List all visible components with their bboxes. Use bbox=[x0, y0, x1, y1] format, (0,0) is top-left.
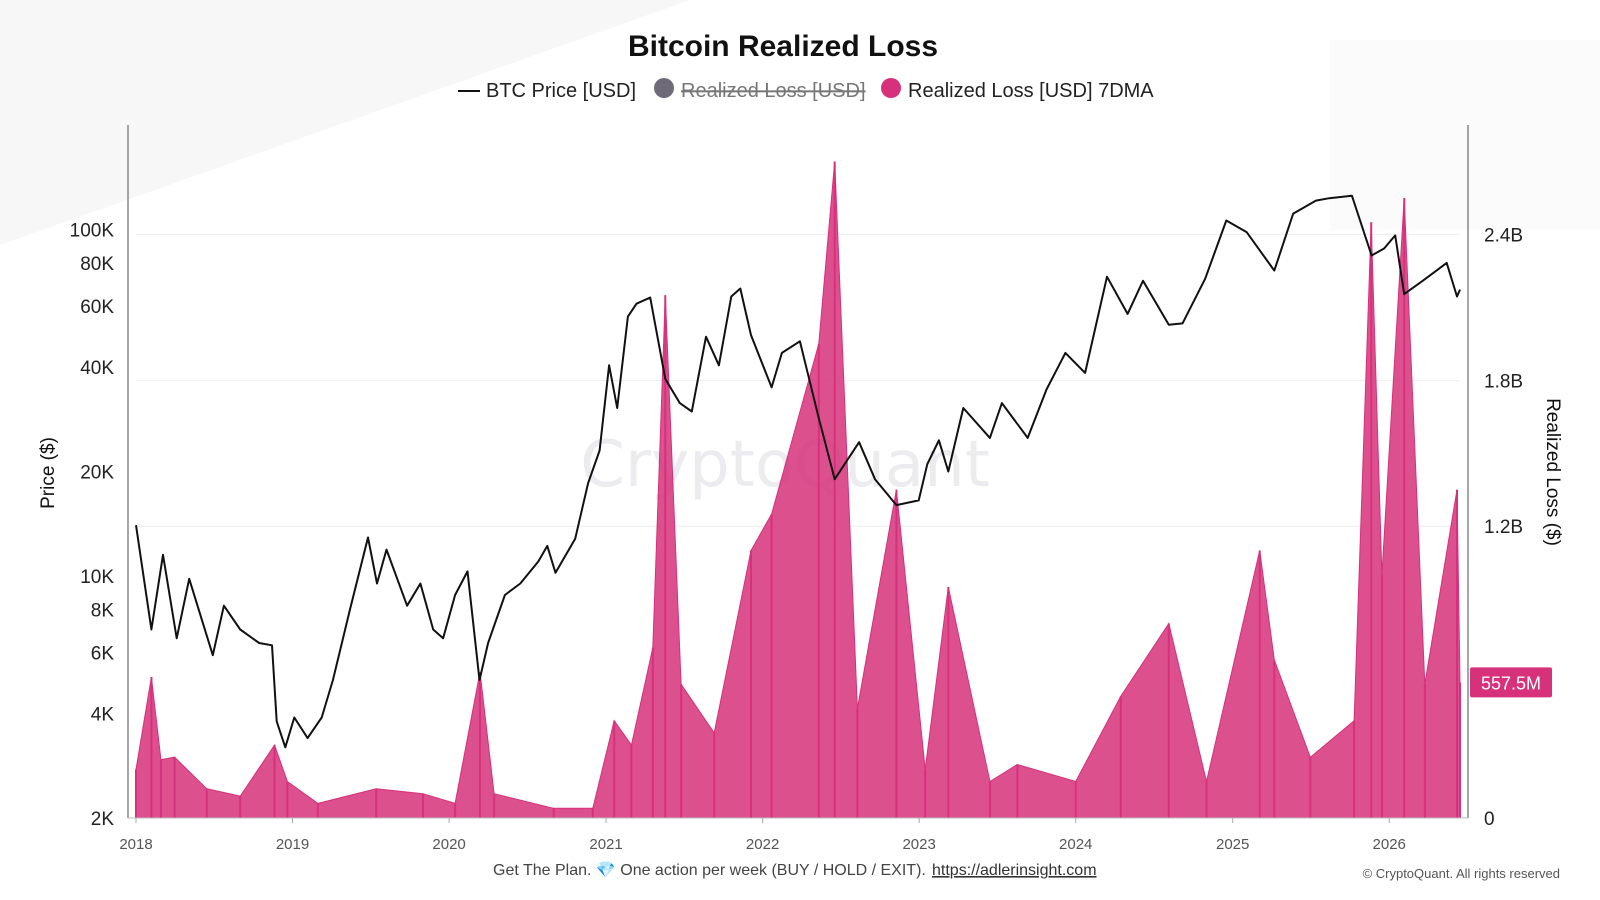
x-axis-ticks: 2018 2019 2020 2021 2022 2023 2024 2025 2026 bbox=[119, 818, 1406, 853]
x-tick-label: 2020 bbox=[432, 836, 465, 853]
x-tick-label: 2025 bbox=[1216, 836, 1249, 853]
legend-item-realized-loss-7dma[interactable]: Realized Loss [USD] 7DMA bbox=[908, 80, 1154, 102]
last-value-label: 557.5M bbox=[1481, 673, 1541, 693]
last-value-badge: 557.5M bbox=[1470, 667, 1552, 698]
right-tick-label: 0 bbox=[1484, 809, 1495, 830]
legend-dot-icon bbox=[881, 78, 901, 98]
right-axis-title: Realized Loss ($) bbox=[1542, 398, 1563, 546]
right-tick-label: 2.4B bbox=[1484, 225, 1523, 246]
footer-text: Get The Plan. 💎 One action per week (BUY… bbox=[493, 861, 926, 879]
x-tick-label: 2021 bbox=[589, 836, 622, 853]
footer-link[interactable]: https://adlerinsight.com bbox=[932, 862, 1097, 879]
x-tick-label: 2019 bbox=[276, 836, 309, 853]
right-axis-ticks: 0 1.2B 1.8B 2.4B bbox=[1484, 225, 1523, 830]
right-tick-label: 1.2B bbox=[1484, 517, 1523, 538]
copyright: © CryptoQuant. All rights reserved bbox=[1363, 866, 1560, 881]
left-tick-label: 40K bbox=[80, 358, 114, 379]
x-tick-label: 2024 bbox=[1059, 836, 1092, 853]
x-tick-label: 2018 bbox=[119, 836, 152, 853]
left-tick-label: 10K bbox=[80, 567, 114, 588]
btc-price-line bbox=[135, 194, 1461, 749]
realized-loss-7dma-series bbox=[135, 161, 1461, 819]
left-tick-label: 8K bbox=[91, 600, 115, 621]
realized-loss-area bbox=[135, 161, 1461, 819]
left-axis-title: Price ($) bbox=[38, 437, 59, 509]
background-band bbox=[0, 0, 690, 245]
x-tick-label: 2026 bbox=[1373, 836, 1406, 853]
x-tick-label: 2022 bbox=[746, 836, 779, 853]
right-tick-label: 1.8B bbox=[1484, 371, 1523, 392]
left-tick-label: 60K bbox=[80, 297, 114, 318]
legend: BTC Price [USD] Realized Loss [USD] Real… bbox=[458, 78, 1154, 102]
left-tick-label: 100K bbox=[70, 220, 115, 241]
btc-price-series bbox=[135, 194, 1461, 749]
legend-item-btc-price[interactable]: BTC Price [USD] bbox=[486, 80, 636, 102]
left-axis-ticks: 2K 4K 6K 8K 10K 20K 40K 60K 80K 100K bbox=[70, 220, 115, 830]
left-tick-label: 4K bbox=[91, 705, 115, 726]
x-tick-label: 2023 bbox=[902, 836, 935, 853]
last-value-badge-bg bbox=[1470, 667, 1552, 698]
left-tick-label: 2K bbox=[91, 809, 115, 830]
legend-dot-icon bbox=[654, 78, 674, 98]
chart-title: Bitcoin Realized Loss bbox=[628, 30, 938, 63]
legend-item-realized-loss[interactable]: Realized Loss [USD] bbox=[681, 80, 866, 102]
left-tick-label: 20K bbox=[80, 463, 114, 484]
left-tick-label: 80K bbox=[80, 254, 114, 275]
background-band-right bbox=[1330, 40, 1600, 230]
left-tick-label: 6K bbox=[91, 644, 115, 665]
